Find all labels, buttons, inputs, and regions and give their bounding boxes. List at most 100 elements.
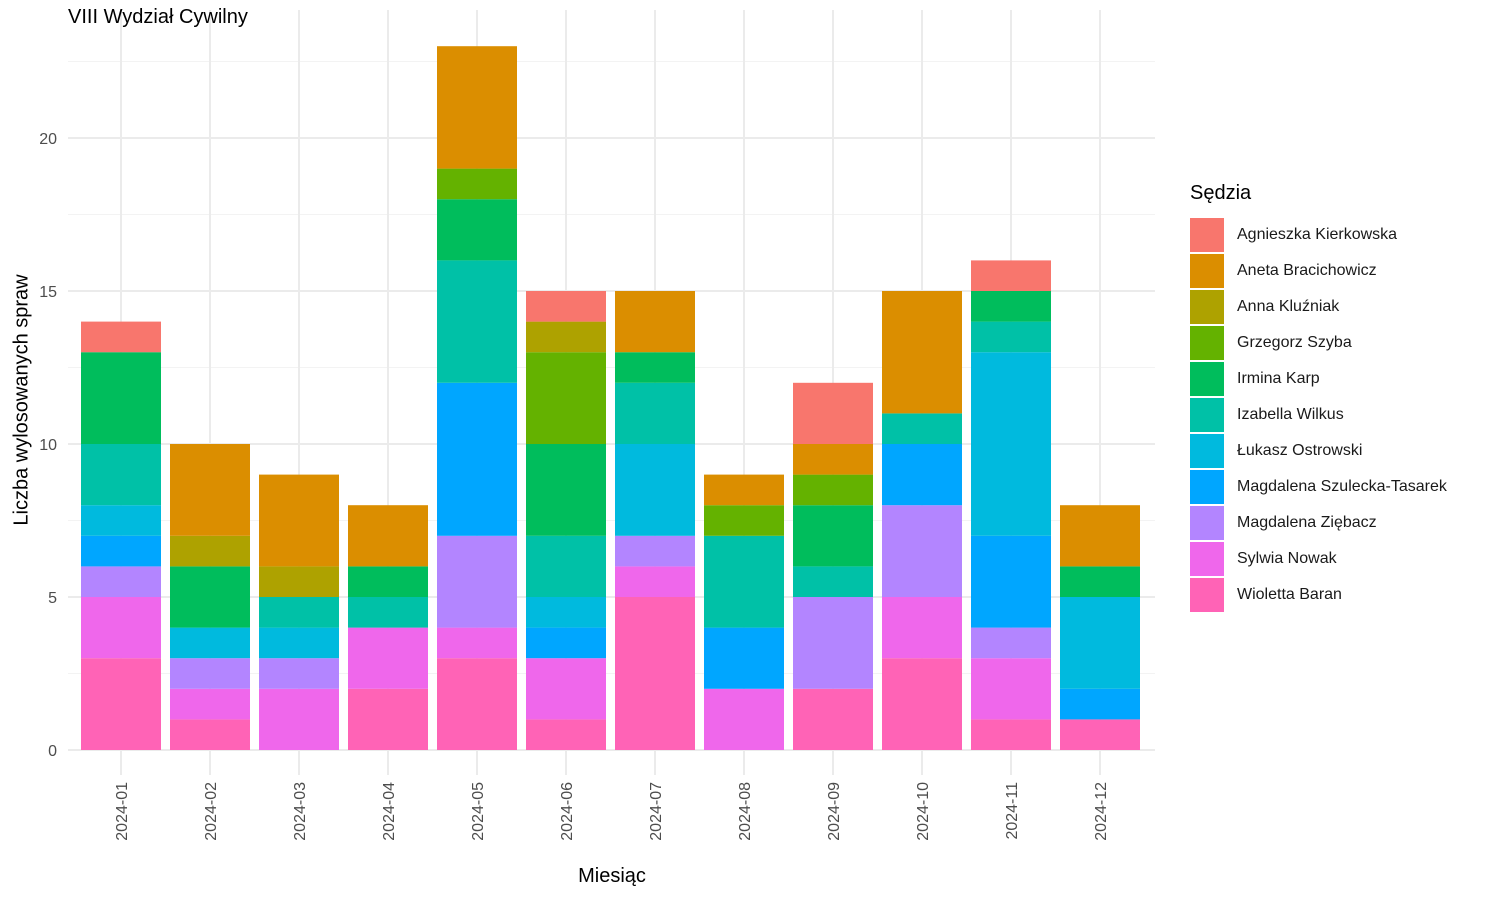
bar-segment [615, 597, 695, 750]
bar-segment [348, 566, 428, 597]
legend-swatch [1190, 470, 1224, 504]
legend-label: Agnieszka Kierkowska [1237, 226, 1398, 243]
y-tick-label: 10 [39, 437, 57, 454]
x-tick-label: 2024-11 [1004, 782, 1021, 840]
legend-swatch [1190, 578, 1224, 612]
bar-segment [793, 688, 873, 750]
bar-segment [81, 597, 161, 659]
bar-segment [348, 688, 428, 750]
bar-segment [526, 291, 606, 322]
y-axis-ticks: 0 5 10 15 20 [39, 131, 57, 760]
bar-segment [793, 566, 873, 597]
legend-label: Wioletta Baran [1237, 586, 1342, 603]
legend-item: Sylwia Nowak [1190, 541, 1447, 577]
bar-segment [81, 321, 161, 353]
bar-segment [971, 291, 1051, 322]
bar-segment [526, 352, 606, 444]
legend-label: Magdalena Ziębacz [1237, 514, 1377, 531]
bar-segment [259, 688, 339, 750]
legend-swatch [1190, 254, 1224, 288]
bar-segment [971, 352, 1051, 536]
x-tick-label: 2024-09 [826, 782, 843, 841]
x-axis-ticks: 2024-01 2024-02 2024-03 2024-04 2024-05 2024-… [114, 782, 1110, 841]
legend-item: Wioletta Baran [1190, 577, 1447, 613]
x-tick-label: 2024-08 [737, 782, 754, 841]
bar-segment [526, 321, 606, 353]
bar-segment [170, 535, 250, 567]
legend-item: Magdalena Ziębacz [1190, 505, 1447, 541]
bar-segment [882, 444, 962, 506]
bar-segment [971, 627, 1051, 659]
bar-segment [81, 352, 161, 444]
legend-item: Irmina Karp [1190, 361, 1447, 397]
legend-swatch [1190, 326, 1224, 360]
x-tick-label: 2024-12 [1093, 782, 1110, 841]
legend-label: Irmina Karp [1237, 370, 1320, 387]
bar-segment [437, 382, 517, 536]
bar-segment [526, 597, 606, 628]
bar-segment [170, 719, 250, 750]
legend-items: Agnieszka Kierkowska Aneta Bracichowicz An… [1190, 217, 1447, 613]
x-tick-label: 2024-02 [203, 782, 220, 841]
bar-segment [793, 444, 873, 475]
bar-segment [437, 168, 517, 200]
legend-swatch [1190, 290, 1224, 324]
bar-segment [1060, 688, 1140, 720]
y-axis-label: Liczba wylosowanych spraw [10, 274, 33, 526]
y-tick-label: 20 [39, 131, 57, 148]
bar-segment [1060, 505, 1140, 567]
bar-segment [704, 688, 784, 750]
bar-segment [615, 291, 695, 353]
bar-segment [882, 597, 962, 659]
bar-segment [882, 658, 962, 750]
legend-item: Agnieszka Kierkowska [1190, 217, 1447, 253]
bar-segment [437, 199, 517, 261]
legend-label: Grzegorz Szyba [1237, 334, 1352, 351]
bar-segment [437, 260, 517, 383]
bar-segment [348, 505, 428, 567]
bar-segment [170, 658, 250, 689]
x-tick-label: 2024-10 [915, 782, 932, 841]
legend-item: Aneta Bracichowicz [1190, 253, 1447, 289]
bar-segment [526, 444, 606, 536]
bar-segment [971, 260, 1051, 291]
bar-segment [793, 505, 873, 567]
legend-label: Aneta Bracichowicz [1237, 262, 1377, 279]
bar-segment [437, 658, 517, 750]
x-axis-label: Miesiąc [578, 865, 646, 887]
bar-segment [793, 597, 873, 689]
bar-segment [615, 566, 695, 597]
x-tick-label: 2024-03 [292, 782, 309, 841]
bar-segment [81, 566, 161, 597]
legend-label: Łukasz Ostrowski [1237, 442, 1363, 459]
bar-segment [615, 352, 695, 383]
legend-item: Anna Kluźniak [1190, 289, 1447, 325]
bar-segment [170, 444, 250, 536]
bar-segment [971, 719, 1051, 750]
bar-segment [615, 444, 695, 536]
y-tick-label: 5 [48, 590, 57, 607]
bar-segment [526, 535, 606, 597]
bar-segment [882, 291, 962, 414]
y-tick-label: 15 [39, 284, 57, 301]
legend-swatch [1190, 218, 1224, 252]
bar-segment [81, 658, 161, 750]
bar-segment [1060, 566, 1140, 597]
bar-segment [437, 46, 517, 169]
bar-segment [81, 535, 161, 567]
bar-segment [971, 321, 1051, 353]
x-tick-label: 2024-07 [648, 782, 665, 841]
bar-segment [704, 474, 784, 506]
bar-segment [793, 474, 873, 506]
x-tick-label: 2024-06 [559, 782, 576, 841]
legend-swatch [1190, 542, 1224, 576]
bar-segment [259, 627, 339, 659]
bar-segment [170, 688, 250, 720]
legend-swatch [1190, 362, 1224, 396]
legend-item: Magdalena Szulecka-Tasarek [1190, 469, 1447, 505]
legend-item: Łukasz Ostrowski [1190, 433, 1447, 469]
bar-segment [615, 382, 695, 444]
bar-segment [170, 566, 250, 628]
bar-segment [259, 566, 339, 597]
